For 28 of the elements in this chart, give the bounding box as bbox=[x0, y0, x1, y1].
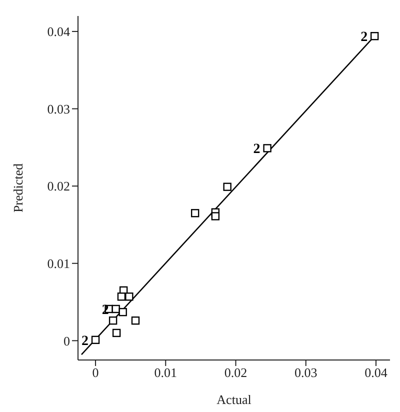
point bbox=[223, 182, 232, 191]
annotation: 2 bbox=[82, 334, 89, 349]
x-tick-label: 0.03 bbox=[294, 365, 318, 380]
x-axis-title: Actual bbox=[216, 392, 252, 407]
x-tick-label: 0 bbox=[92, 365, 99, 380]
annotation: 2 bbox=[360, 30, 368, 46]
y-tick-label: 0.04 bbox=[47, 24, 70, 40]
y-axis-title: Predicted bbox=[10, 162, 26, 213]
point bbox=[263, 144, 272, 152]
point bbox=[112, 304, 120, 314]
point bbox=[131, 316, 140, 325]
point bbox=[370, 32, 379, 40]
y-tick-label: 0.02 bbox=[47, 178, 70, 194]
x-tick-label: 0.04 bbox=[364, 365, 388, 380]
y-tick-label: 0.01 bbox=[47, 256, 70, 271]
point bbox=[108, 316, 118, 325]
x-tick-label: 0.02 bbox=[224, 365, 248, 380]
point bbox=[190, 209, 200, 218]
point bbox=[118, 308, 127, 316]
y-tick-label: 0.03 bbox=[47, 101, 70, 116]
point bbox=[117, 292, 126, 301]
x-tick-label: 0.01 bbox=[154, 365, 178, 380]
annotation: 2 bbox=[253, 142, 260, 158]
point bbox=[112, 328, 121, 338]
point bbox=[91, 336, 100, 344]
point bbox=[211, 212, 220, 220]
point bbox=[125, 292, 134, 301]
y-tick-label: 0 bbox=[64, 333, 70, 348]
